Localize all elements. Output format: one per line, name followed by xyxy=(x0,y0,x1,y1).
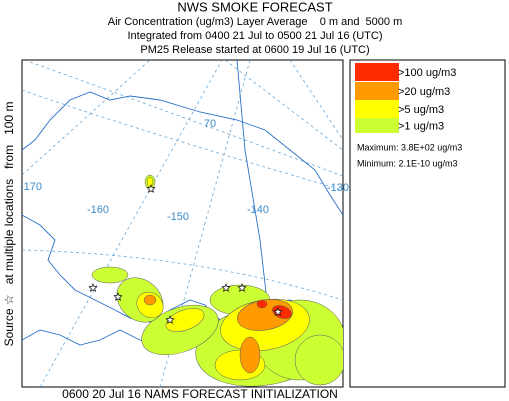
source-star xyxy=(237,283,247,292)
source-star xyxy=(221,283,231,292)
grid-label: 70 xyxy=(204,118,216,130)
smoke-layer xyxy=(88,174,343,387)
source-star xyxy=(113,292,123,301)
source-star xyxy=(273,307,283,316)
map: -170 -160 -150 -140 -130 70 xyxy=(20,59,349,388)
smoke-contour xyxy=(143,294,157,306)
legend-label: >100 ug/m3 xyxy=(398,67,456,79)
subtitle: Air Concentration (ug/m3) Layer Average … xyxy=(108,16,403,28)
smoke-contour xyxy=(165,308,205,332)
legend-swatch xyxy=(355,100,399,118)
graticule xyxy=(39,60,223,387)
legend-label: >1 ug/m3 xyxy=(398,120,444,132)
legend-swatch xyxy=(355,82,399,100)
border xyxy=(236,60,269,311)
source-star xyxy=(88,283,98,292)
title: NWS SMOKE FORECAST xyxy=(177,0,332,14)
minimum: Minimum: 2.1E-10 ug/m3 xyxy=(357,158,458,168)
legend-label: >20 ug/m3 xyxy=(398,86,450,98)
grid-label: -140 xyxy=(247,204,269,216)
graticule xyxy=(289,60,343,141)
subtitle: Integrated from 0400 21 Jul to 0500 21 J… xyxy=(128,30,383,42)
smoke-contour xyxy=(91,266,129,284)
grid-label: -150 xyxy=(167,211,189,223)
smoke-contour xyxy=(146,176,154,188)
source-star xyxy=(146,184,156,193)
grid-label: -160 xyxy=(87,204,109,216)
source-star xyxy=(165,315,175,324)
maximum: Maximum: 3.8E+02 ug/m3 xyxy=(357,142,462,152)
smoke-contour xyxy=(256,299,268,309)
subtitle: PM25 Release started at 0600 19 Jul 16 (… xyxy=(140,44,369,56)
footer: 0600 20 Jul 16 NAMS FORECAST INITIALIZAT… xyxy=(62,387,338,401)
smoke-contour xyxy=(239,336,261,374)
source-note: Source ☆ at multiple locations from 100 … xyxy=(2,102,16,347)
graticule xyxy=(22,60,151,176)
graticule xyxy=(224,60,343,151)
legend-label: >5 ug/m3 xyxy=(398,104,444,116)
legend-swatch xyxy=(355,118,399,133)
smoke-contour xyxy=(294,334,343,386)
graticule xyxy=(22,249,343,301)
legend-swatch xyxy=(355,63,399,81)
grid-label: -130 xyxy=(327,182,349,194)
grid-label: -170 xyxy=(20,181,42,193)
legend: Maximum: 3.8E+02 ug/m3 Minimum: 2.1E-10 … xyxy=(349,59,506,388)
coastline xyxy=(22,329,161,346)
graticule xyxy=(22,89,343,191)
coastline xyxy=(22,91,343,216)
smoke-contour xyxy=(272,305,292,319)
